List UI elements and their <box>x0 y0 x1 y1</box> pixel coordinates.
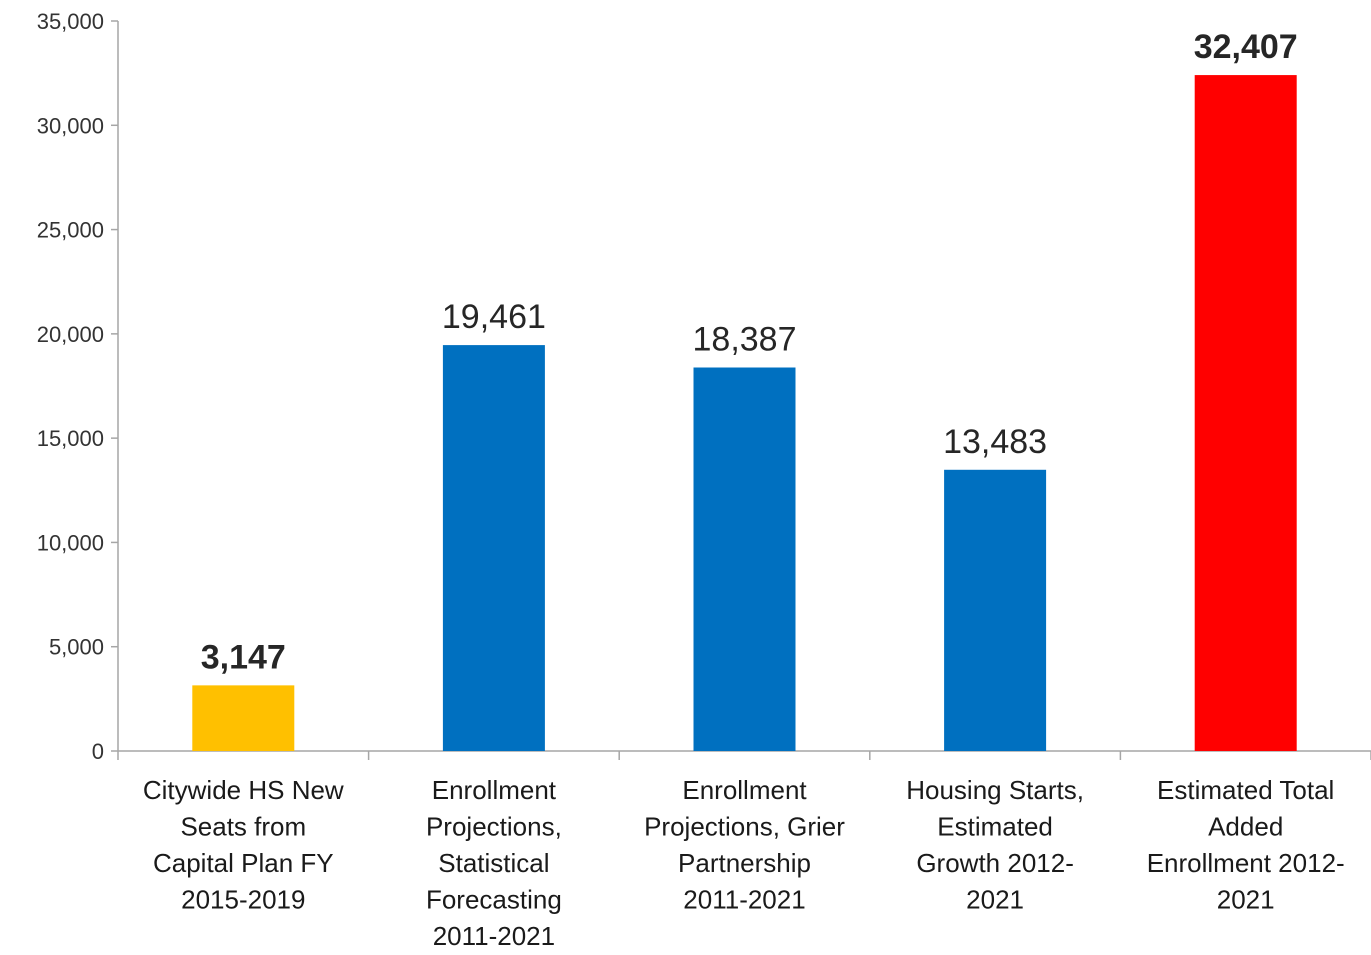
x-category-label-line: Forecasting <box>426 885 562 915</box>
x-category-label: Housing Starts, Estimated Growth 2012- 2021 <box>906 775 1084 915</box>
x-category-label-line: Projections, Grier <box>644 812 845 842</box>
bar <box>693 367 796 751</box>
bar-value-label: 19,461 <box>442 298 546 336</box>
x-category-label-line: Enrollment <box>432 775 557 805</box>
x-category-label-line: 2021 <box>1217 885 1275 915</box>
y-tick-label: 5,000 <box>49 635 104 660</box>
x-category-label-line: 2015-2019 <box>181 885 305 915</box>
x-category-label-line: Housing Starts, <box>906 775 1084 805</box>
x-category-label-line: Growth 2012- <box>916 848 1074 878</box>
bar <box>192 685 295 751</box>
value-labels: 3,147 19,461 18,387 13,483 32,407 <box>201 28 1298 676</box>
x-category-label: Estimated Total Added Enrollment 2012- 2021 <box>1147 775 1345 915</box>
y-tick-label: 35,000 <box>37 9 104 34</box>
x-category-label-line: Citywide HS New <box>143 775 344 805</box>
y-tick-label: 20,000 <box>37 322 104 347</box>
category-labels: Citywide HS New Seats from Capital Plan FY… <box>143 775 1345 951</box>
x-category-label-line: 2011-2021 <box>683 885 805 915</box>
y-tick-label: 30,000 <box>37 113 104 138</box>
bar-value-label: 32,407 <box>1194 28 1298 66</box>
bar-value-label: 13,483 <box>943 423 1047 461</box>
y-tick-label: 15,000 <box>37 426 104 451</box>
x-category-label-line: Enrollment 2012- <box>1147 848 1345 878</box>
bars <box>192 75 1297 751</box>
x-category-label-line: 2021 <box>966 885 1024 915</box>
x-category-label-line: Estimated <box>937 812 1053 842</box>
y-tick-label: 25,000 <box>37 218 104 243</box>
x-axis <box>117 750 1371 760</box>
bar <box>442 345 545 751</box>
x-category-label-line: Partnership <box>678 848 811 878</box>
x-category-label-line: Enrollment <box>682 775 807 805</box>
y-tick-label: 10,000 <box>37 530 104 555</box>
x-category-label: Enrollment Projections, Grier Partnership 2… <box>644 775 845 915</box>
x-category-label: Enrollment Projections, Statistical Forecas… <box>426 775 562 950</box>
x-category-label: Citywide HS New Seats from Capital Plan FY… <box>143 775 344 915</box>
x-category-label-line: Seats from <box>180 812 306 842</box>
y-axis: 0 5,000 10,000 15,000 20,000 25,000 30,000 35,0… <box>37 9 119 764</box>
y-tick-label: 0 <box>92 739 104 764</box>
x-category-label-line: Projections, <box>426 812 562 842</box>
bar-value-label: 18,387 <box>693 320 797 358</box>
bar <box>1194 75 1297 751</box>
bar-value-label: 3,147 <box>201 638 286 676</box>
x-category-label-line: Statistical <box>438 848 549 878</box>
x-category-label-line: 2011-2021 <box>433 921 555 950</box>
x-category-label-line: Estimated Total <box>1157 775 1334 805</box>
x-category-label-line: Capital Plan FY <box>153 848 334 878</box>
x-category-label-line: Added <box>1208 812 1283 842</box>
bar <box>944 469 1047 751</box>
